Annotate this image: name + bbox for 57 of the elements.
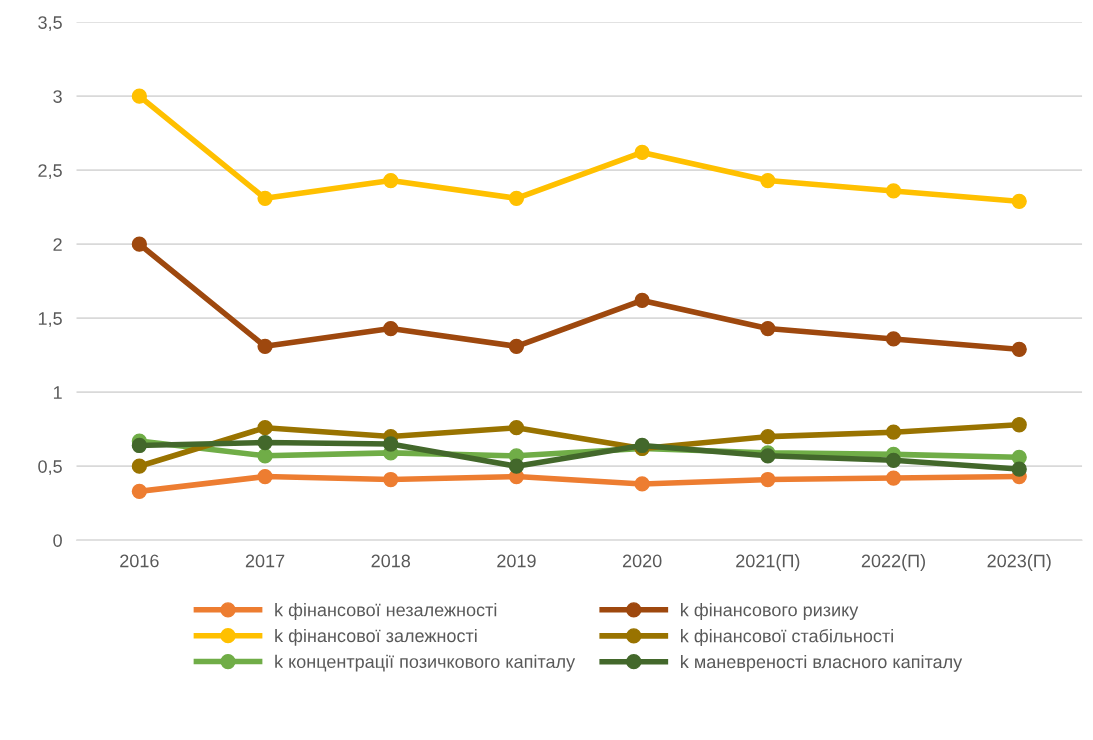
point — [760, 471, 776, 488]
x-tick-label: 2023(П) — [987, 554, 1051, 571]
point — [508, 190, 525, 206]
x-tick-label: 2019 — [497, 554, 536, 568]
point — [257, 434, 273, 451]
point — [383, 436, 399, 452]
point — [634, 476, 650, 492]
point — [508, 338, 525, 354]
point — [885, 331, 902, 347]
point — [634, 144, 650, 161]
point — [760, 172, 776, 189]
point — [383, 471, 399, 488]
point — [634, 292, 650, 309]
legend-label: k фінансової стабільності — [681, 628, 893, 646]
point — [257, 420, 273, 436]
point — [508, 420, 525, 436]
point — [257, 190, 273, 206]
x-tick-label: 2017 — [245, 554, 285, 568]
point — [257, 338, 273, 354]
x-tick-label: 2022(П) — [861, 554, 925, 571]
point — [1011, 461, 1027, 477]
y-tick-label: 2,5 — [38, 164, 62, 180]
y-tick-label: 0 — [53, 534, 62, 547]
point — [131, 483, 147, 499]
x-tick-label: 2018 — [371, 554, 411, 568]
legend-label: k фінансового ризику — [681, 603, 859, 620]
point — [885, 470, 902, 486]
point — [885, 424, 902, 440]
point — [131, 458, 147, 474]
point — [1011, 341, 1027, 357]
point — [760, 320, 776, 337]
point — [131, 437, 147, 454]
legend-label: k маневреності власного капіталу — [681, 654, 963, 672]
y-tick-label: 3,5 — [38, 16, 62, 32]
x-tick-label: 2021(П) — [736, 554, 800, 571]
point — [508, 458, 525, 474]
y-tick-label: 0,5 — [38, 460, 62, 476]
point — [383, 320, 399, 337]
y-tick-label: 1 — [53, 386, 62, 399]
point — [885, 452, 902, 468]
point — [131, 88, 147, 104]
point — [257, 468, 273, 485]
legend-label: k концентрації позичкового капіталу — [275, 654, 576, 672]
y-tick-label: 2 — [53, 238, 62, 251]
point — [1011, 417, 1027, 433]
y-tick-label: 1,5 — [38, 312, 62, 328]
point — [257, 448, 273, 464]
point — [760, 428, 776, 445]
legend-label: k фінансової незалежності — [275, 603, 497, 620]
point — [885, 183, 902, 199]
point — [383, 172, 399, 189]
legend-label: k фінансової залежності — [275, 628, 477, 646]
y-tick-label: 3 — [53, 90, 62, 103]
x-tick-label: 2020 — [622, 554, 662, 568]
point — [1011, 193, 1027, 209]
x-tick-label: 2016 — [120, 554, 159, 568]
point — [131, 236, 147, 252]
